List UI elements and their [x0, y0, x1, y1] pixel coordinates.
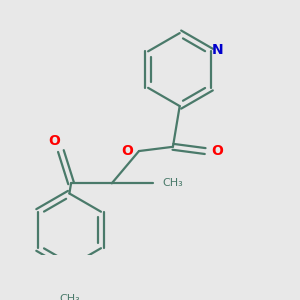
Text: CH₃: CH₃	[59, 294, 80, 300]
Text: O: O	[211, 144, 223, 158]
Text: N: N	[212, 43, 223, 57]
Text: O: O	[121, 144, 133, 158]
Text: CH₃: CH₃	[163, 178, 184, 188]
Text: O: O	[48, 134, 60, 148]
